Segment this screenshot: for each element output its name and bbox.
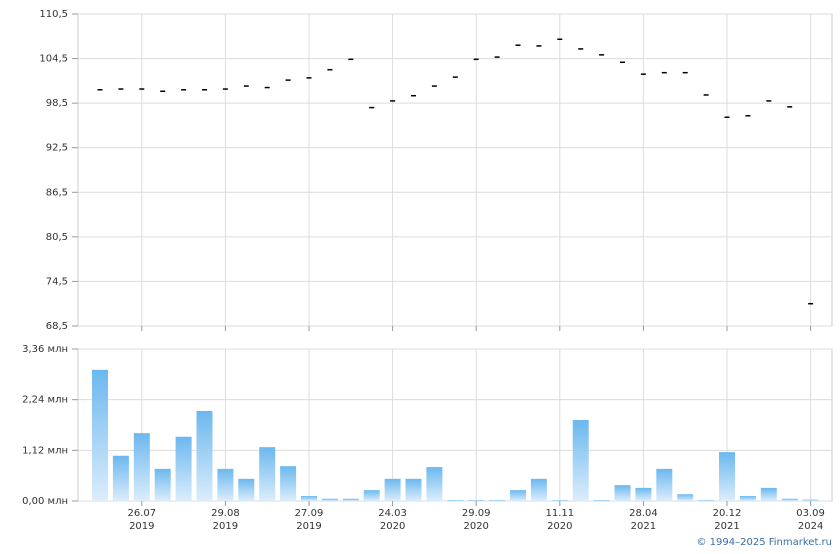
volume-bar: [510, 490, 526, 501]
volume-bar: [405, 478, 422, 501]
x-tick-label-line: 2019: [296, 521, 321, 532]
x-tick-label-line: 28.04: [629, 508, 658, 519]
volume-bar: [321, 498, 338, 501]
volume-bar: [342, 498, 359, 501]
x-tick-label-line: 2019: [213, 521, 238, 532]
x-tick-label-line: 2021: [631, 521, 656, 532]
x-tick-label-line: 11.11: [545, 508, 574, 519]
volume-bar: [614, 485, 631, 501]
x-tick-label-line: 24.03: [378, 508, 407, 519]
x-tick-label-line: 26.07: [127, 508, 156, 519]
volume-bar: [175, 436, 192, 501]
volume-bar: [739, 496, 756, 501]
volume-bar: [635, 487, 652, 501]
volume-bar: [384, 478, 401, 501]
y-tick-label: 110,5: [39, 9, 68, 20]
volume-bar: [530, 478, 547, 501]
x-tick-label-line: 2020: [463, 521, 488, 532]
x-tick-label: 29.08 2019: [211, 508, 240, 532]
x-tick-label: 28.04 2021: [629, 508, 658, 532]
y-tick-label: 74,5: [46, 276, 68, 287]
x-tick-label-line: 2019: [129, 521, 154, 532]
volume-bar: [238, 478, 255, 501]
y-tick-label: 80,5: [46, 232, 68, 243]
volume-bar: [447, 500, 464, 501]
x-tick-label-line: 2020: [547, 521, 572, 532]
volume-bar: [760, 487, 777, 501]
volume-bar: [112, 455, 129, 501]
volume-bar: [698, 500, 715, 501]
price-frame: [77, 13, 833, 327]
x-tick-label-line: 2020: [380, 521, 405, 532]
y-tick-label: 2,24 млн: [22, 395, 68, 406]
y-tick-label: 86,5: [46, 187, 68, 198]
volume-bar: [259, 447, 276, 501]
x-tick-label: 29.09 2020: [462, 508, 491, 532]
volume-bar: [656, 468, 673, 501]
volume-bar: [719, 452, 735, 501]
volume-bar: [551, 500, 568, 501]
y-tick-label: 0,00 млн: [22, 496, 68, 507]
x-tick-label: 03.09 2024: [796, 508, 825, 532]
y-tick-label: 98,5: [46, 98, 68, 109]
volume-bar: [677, 494, 694, 501]
y-tick-label: 68,5: [46, 321, 68, 332]
x-tick-label: 27.09 2019: [295, 508, 324, 532]
volume-bar: [802, 499, 819, 501]
volume-bar: [133, 433, 150, 501]
volume-bar: [426, 467, 443, 501]
x-tick-label: 26.07 2019: [127, 508, 156, 532]
x-tick-label-line: 29.09: [462, 508, 491, 519]
y-tick-label: 3,36 млн: [22, 344, 68, 355]
volume-bar: [489, 500, 506, 501]
volume-bar: [593, 500, 610, 501]
volume-bar: [196, 410, 213, 501]
volume-bar: [363, 490, 380, 501]
y-tick-label: 104,5: [39, 54, 68, 65]
x-tick-label-line: 27.09: [295, 508, 324, 519]
volume-bar: [280, 466, 297, 501]
credit: © 1994–2025 Finmarket.ru: [696, 537, 832, 548]
y-tick-label: 1,12 млн: [22, 445, 68, 456]
volume-bar: [572, 420, 589, 501]
x-tick-label-line: 29.08: [211, 508, 240, 519]
x-tick-label-line: 2021: [714, 521, 739, 532]
volume-bar: [217, 468, 234, 501]
x-tick-label-line: 2024: [798, 521, 823, 532]
x-tick-label: 20.12 2021: [713, 508, 742, 532]
x-tick-label-line: 03.09: [796, 508, 825, 519]
volume-bar: [301, 496, 317, 501]
x-tick-label: 24.03 2020: [378, 508, 407, 532]
x-tick-label-line: 20.12: [713, 508, 742, 519]
x-tick-label: 11.11 2020: [545, 508, 574, 532]
volume-bar: [781, 498, 798, 501]
volume-bar: [154, 468, 171, 501]
y-tick-label: 92,5: [46, 143, 68, 154]
volume-bar: [92, 369, 108, 501]
volume-bar: [468, 500, 485, 501]
